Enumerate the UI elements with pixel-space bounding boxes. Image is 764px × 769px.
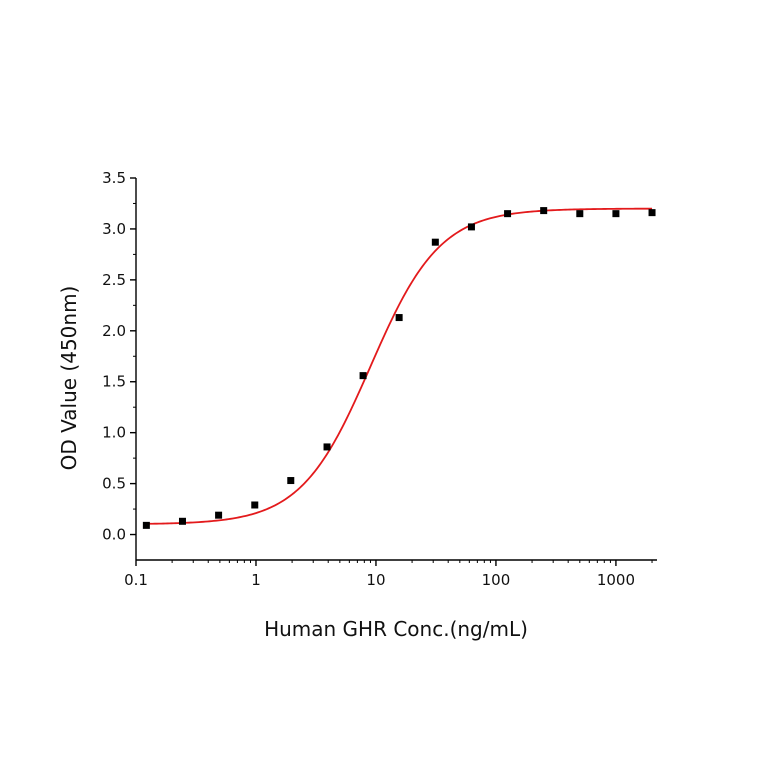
fit-curve-group — [146, 207, 653, 525]
y-axis-title: OD Value (450nm) — [57, 286, 81, 471]
y-tick-label: 3.5 — [102, 169, 126, 187]
data-point — [215, 511, 223, 519]
data-point — [178, 517, 186, 525]
y-tick-label: 3.0 — [102, 220, 126, 238]
y-tick-label: 0.5 — [102, 475, 126, 493]
y-tick-label: 1.5 — [102, 373, 126, 391]
data-point — [431, 238, 439, 246]
data-point — [395, 314, 403, 322]
data-point — [540, 207, 548, 215]
data-point — [359, 372, 367, 380]
y-tick-label: 1.0 — [102, 424, 126, 442]
data-point — [467, 223, 475, 231]
data-point — [323, 443, 331, 451]
y-tick-label: 0.0 — [102, 526, 126, 544]
x-tick-label: 0.1 — [124, 571, 148, 589]
data-point — [648, 209, 656, 217]
data-points-group — [142, 207, 656, 529]
axes — [135, 178, 657, 561]
data-point — [287, 477, 295, 485]
data-point — [251, 501, 259, 509]
x-tick-label: 1 — [251, 571, 261, 589]
x-tick-label: 1000 — [597, 571, 635, 589]
x-tick-label: 100 — [482, 571, 511, 589]
y-tick-label: 2.0 — [102, 322, 126, 340]
data-point — [504, 210, 512, 218]
fit-curve-line — [146, 207, 653, 525]
data-point — [576, 210, 584, 218]
data-point — [612, 210, 620, 218]
x-axis-title: Human GHR Conc.(ng/mL) — [264, 617, 528, 641]
y-tick-label: 2.5 — [102, 271, 126, 289]
data-point — [142, 521, 150, 529]
x-tick-label: 10 — [366, 571, 385, 589]
tick-marks — [130, 177, 653, 566]
tick-labels: 0.0 0.5 1.0 1.5 2.0 2.5 3.0 3.5 0.1 1 10 100 1000 — [102, 169, 635, 589]
